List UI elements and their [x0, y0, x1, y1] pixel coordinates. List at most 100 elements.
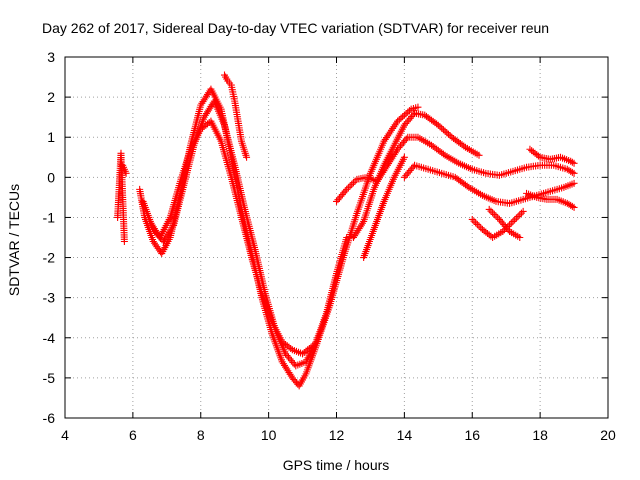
data-point: [400, 153, 408, 161]
data-point: [122, 169, 130, 177]
data-point: [394, 117, 402, 125]
data-point: [504, 226, 512, 234]
data-point: [149, 223, 157, 231]
data-point: [390, 151, 398, 159]
data-point: [283, 352, 291, 360]
data-point: [406, 114, 414, 122]
y-tick-label: 2: [47, 89, 55, 105]
data-point: [475, 151, 483, 159]
data-point: [200, 96, 208, 104]
y-axis-label: SDTVAR / TECUs: [6, 184, 22, 296]
data-point: [243, 153, 251, 161]
data-point: [408, 165, 416, 173]
data-point: [405, 168, 413, 176]
data-point: [282, 363, 290, 371]
series-track-h: [349, 109, 483, 241]
data-point: [283, 365, 291, 373]
data-point: [284, 367, 292, 375]
data-point: [402, 110, 410, 118]
data-point: [570, 179, 578, 187]
data-point: [285, 369, 293, 377]
chart-title: Day 262 of 2017, Sidereal Day-to-day VTE…: [42, 20, 549, 36]
data-point: [337, 192, 345, 200]
data-point: [341, 187, 349, 195]
data-point: [406, 166, 414, 174]
data-point: [405, 116, 413, 124]
data-point: [398, 140, 406, 148]
data-point: [353, 228, 361, 236]
data-point: [403, 118, 411, 126]
y-tick-label: -5: [43, 370, 56, 386]
data-point: [485, 205, 493, 213]
series-track-b: [119, 161, 130, 177]
data-point: [355, 225, 363, 233]
data-point: [568, 168, 576, 176]
data-point: [408, 113, 416, 121]
data-point: [495, 215, 503, 223]
data-point: [404, 108, 412, 116]
x-tick-label: 14: [397, 427, 413, 443]
data-point: [409, 163, 417, 171]
data-point: [346, 182, 354, 190]
data-point: [354, 226, 362, 234]
data-point: [507, 219, 515, 227]
data-point: [279, 360, 287, 368]
data-point: [399, 113, 407, 121]
data-point: [198, 99, 206, 107]
data-point: [397, 114, 405, 122]
data-point: [153, 228, 161, 236]
data-point: [286, 355, 294, 363]
data-point: [202, 110, 210, 118]
data-point: [356, 223, 364, 231]
data-point: [150, 225, 158, 233]
data-point: [359, 219, 367, 227]
y-tick-label: 1: [47, 129, 55, 145]
data-point: [534, 152, 542, 160]
x-axis-label: GPS time / hours: [283, 457, 390, 473]
data-point: [444, 130, 452, 138]
y-tick-label: 3: [47, 49, 55, 65]
data-point: [164, 230, 172, 238]
data-point: [285, 353, 293, 361]
data-point: [120, 238, 128, 246]
data-point: [492, 212, 500, 220]
data-point: [204, 90, 212, 98]
data-point: [405, 107, 413, 115]
data-point: [204, 108, 212, 116]
y-tick-label: -3: [43, 290, 56, 306]
series-track-f: [221, 71, 251, 161]
data-point: [570, 203, 578, 211]
data-point: [439, 126, 447, 134]
data-point: [494, 214, 502, 222]
data-point: [201, 111, 209, 119]
x-tick-label: 4: [61, 427, 69, 443]
data-point: [473, 220, 481, 228]
data-point: [501, 222, 509, 230]
data-point: [287, 357, 295, 365]
series-track-j: [400, 161, 578, 207]
data-point: [344, 184, 352, 192]
data-point: [159, 238, 167, 246]
data-point: [146, 217, 154, 225]
data-point: [460, 142, 468, 150]
y-tick-label: -6: [43, 410, 56, 426]
x-tick-label: 8: [197, 427, 205, 443]
data-point: [568, 202, 576, 210]
data-point: [349, 179, 357, 187]
data-point: [468, 215, 476, 223]
data-point: [396, 142, 404, 150]
data-point: [463, 182, 471, 190]
data-point: [441, 127, 449, 135]
data-point: [333, 197, 340, 205]
data-point: [395, 116, 403, 124]
data-point: [400, 121, 408, 129]
data-point: [199, 98, 207, 106]
data-point: [487, 207, 495, 215]
data-point: [434, 121, 442, 129]
data-point: [402, 119, 410, 127]
data-point: [497, 217, 505, 225]
data-point: [499, 227, 507, 235]
data-point: [152, 226, 159, 234]
series-track-a: [114, 149, 128, 246]
grid-lines: [65, 57, 608, 418]
